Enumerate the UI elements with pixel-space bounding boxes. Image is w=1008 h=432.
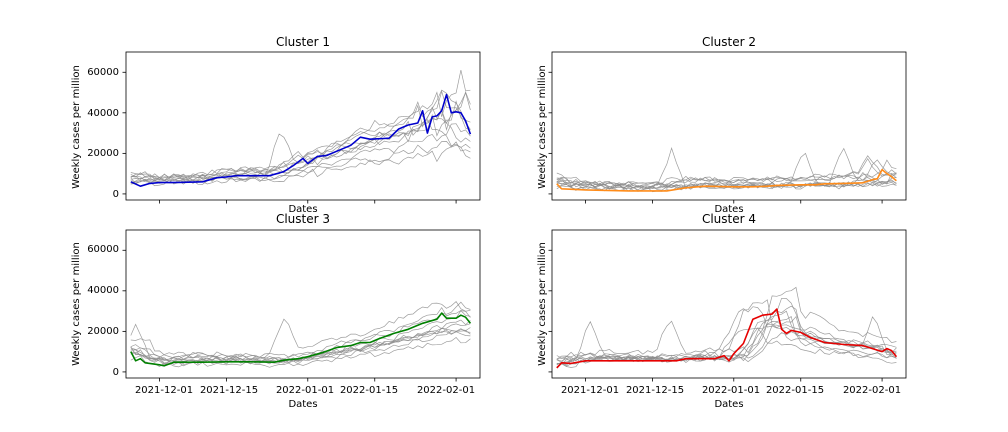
member-series-line (130, 141, 471, 185)
member-series-line (556, 152, 897, 191)
y-tick-label: 60000 (87, 244, 119, 255)
y-tick-label: 40000 (87, 285, 119, 296)
x-tick-label: 2021-12-01 (135, 385, 193, 396)
y-axis-label: Weekly cases per million (71, 242, 82, 366)
cluster-mean-line (556, 308, 898, 369)
x-tick-label: 2022-01-15 (340, 385, 398, 396)
y-tick-label: 0 (113, 189, 119, 200)
marks (548, 249, 898, 382)
x-tick-labels: 2021-12-01 2021-12-15 2022-01-01 2022-01… (135, 385, 475, 396)
x-axis-label: Dates (288, 204, 317, 215)
y-axis-label: Weekly cases per million (537, 65, 548, 189)
member-series-line (130, 90, 471, 180)
cluster-mean-line (130, 312, 472, 367)
y-tick-labels: 0 20000 40000 60000 (87, 67, 119, 200)
subplot-title: Cluster 2 (702, 35, 756, 49)
plot-frame (125, 229, 481, 379)
y-tick-label: 40000 (87, 108, 119, 119)
x-tick-label: 2022-02-01 (417, 385, 475, 396)
y-tick-label: 60000 (87, 67, 119, 78)
marks (548, 71, 897, 204)
subplot-title: Cluster 3 (276, 212, 330, 226)
member-series-line (556, 147, 897, 193)
subplot-cluster-4: Cluster 4 Weekly cases per million Dates… (537, 212, 907, 410)
member-series-line (130, 300, 471, 360)
y-tick-label: 0 (113, 367, 119, 378)
y-tick-label: 20000 (87, 148, 119, 159)
member-series-line (556, 159, 897, 187)
x-tick-label: 2022-01-01 (702, 385, 760, 396)
marks (122, 249, 472, 382)
member-series-line (130, 141, 471, 185)
y-axis-label: Weekly cases per million (537, 242, 548, 366)
x-tick-label: 2022-01-15 (766, 385, 824, 396)
member-series-line (130, 310, 471, 362)
member-series-line (130, 90, 471, 181)
x-axis-label: Dates (288, 399, 317, 410)
plot-frame (551, 51, 907, 201)
cluster-mean-line (556, 168, 897, 192)
member-series-line (556, 286, 897, 363)
subplot-cluster-3: Cluster 3 Weekly cases per million Dates… (71, 212, 481, 410)
x-tick-label: 2021-12-15 (626, 385, 684, 396)
member-series-line (130, 337, 471, 368)
x-tick-labels: 2021-12-01 2021-12-15 2022-01-01 2022-01… (561, 385, 901, 396)
member-series-line (130, 301, 471, 360)
subplot-title: Cluster 4 (702, 212, 756, 226)
marks (122, 70, 472, 204)
x-tick-label: 2022-01-01 (276, 385, 334, 396)
plot-frame (125, 51, 481, 201)
y-axis-label: Weekly cases per million (71, 65, 82, 189)
x-tick-label: 2021-12-15 (200, 385, 258, 396)
member-series-line (556, 320, 897, 363)
y-tick-labels: 0 20000 40000 60000 (87, 244, 119, 378)
cluster-mean-line (130, 93, 472, 187)
x-axis-label: Dates (714, 399, 743, 410)
member-series-line (556, 158, 897, 190)
subplot-cluster-2: Cluster 2 Weekly cases per million Dates (537, 35, 907, 215)
member-series-line (130, 106, 471, 185)
plot-frame (551, 229, 907, 379)
member-series-line (556, 299, 897, 360)
member-series-line (556, 306, 897, 359)
subplot-title: Cluster 1 (276, 35, 330, 49)
x-tick-label: 2022-02-01 (843, 385, 901, 396)
member-series-line (556, 331, 897, 365)
y-tick-label: 20000 (87, 326, 119, 337)
subplot-cluster-1: Cluster 1 Weekly cases per million Dates… (71, 35, 481, 215)
x-tick-label: 2021-12-01 (561, 385, 619, 396)
x-axis-label: Dates (714, 204, 743, 215)
